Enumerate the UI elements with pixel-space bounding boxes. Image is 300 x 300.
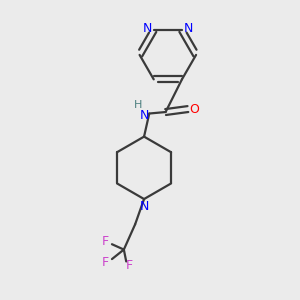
- Text: N: N: [140, 200, 149, 213]
- Text: F: F: [102, 235, 109, 248]
- Text: H: H: [134, 100, 142, 110]
- Text: N: N: [140, 109, 149, 122]
- Text: N: N: [142, 22, 152, 35]
- Text: F: F: [126, 260, 133, 272]
- Text: O: O: [190, 103, 200, 116]
- Text: N: N: [184, 22, 193, 35]
- Text: F: F: [102, 256, 109, 268]
